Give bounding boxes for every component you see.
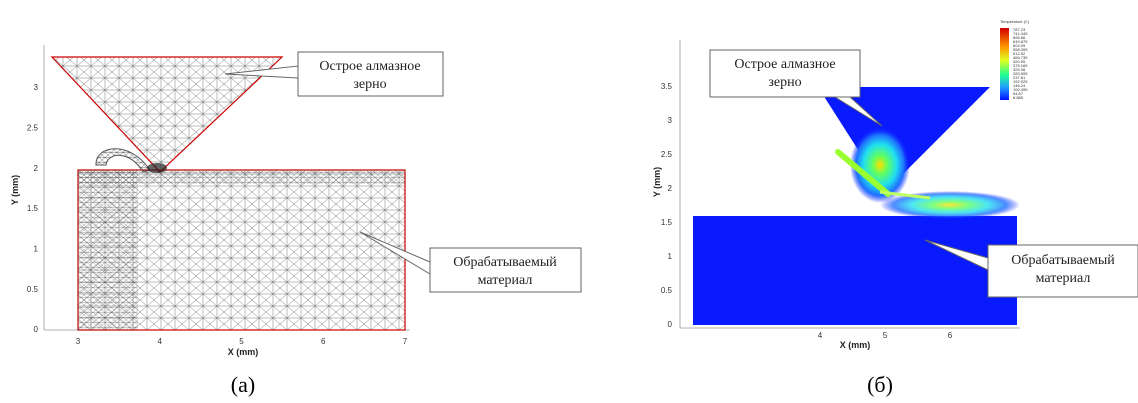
y-tick-label: 1.5 [27, 204, 39, 213]
legend-bar [1000, 28, 1009, 100]
y-tick-label: 3 [34, 83, 39, 92]
y-tick-label: 1 [34, 244, 39, 253]
x-tick-label: 4 [818, 331, 823, 340]
y-tick-label: 0.5 [27, 285, 39, 294]
callout-text: материал [478, 273, 533, 288]
y-tick-label: 2.5 [27, 123, 39, 132]
x-tick-label: 7 [403, 337, 408, 346]
x-axis-label: X (mm) [228, 347, 259, 357]
y-axis-label: Y (mm) [652, 167, 662, 197]
figure: 3 4 5 6 7 0 0.5 1 1.5 2 2.5 3 X (mm) Y (mm) Острое алм… [0, 0, 1138, 403]
legend-label: 8.885 [1013, 95, 1024, 100]
x-axis-label: X (mm) [840, 340, 871, 350]
y-tick-label: 2 [668, 184, 673, 193]
callout-text: Обрабатываемый [453, 255, 557, 270]
x-tick-label: 6 [321, 337, 326, 346]
y-axis-label: Y (mm) [10, 175, 20, 205]
workpiece [693, 216, 1017, 325]
y-tick-label: 1 [668, 252, 673, 261]
y-tick-label: 0 [34, 325, 39, 334]
x-tick-label: 5 [239, 337, 244, 346]
callout-text: Острое алмазное [734, 57, 835, 72]
y-tick-label: 0 [668, 320, 673, 329]
x-tick-label: 6 [948, 331, 953, 340]
caption: (а) [231, 372, 255, 397]
legend-title: Temperature (C) [1000, 19, 1030, 24]
callout-text: Острое алмазное [319, 59, 420, 74]
x-tick-label: 5 [883, 331, 888, 340]
y-tick-label: 3 [668, 116, 673, 125]
callout-text: зерно [768, 75, 801, 90]
x-tick-label: 4 [158, 337, 163, 346]
callout-text: Обрабатываемый [1011, 253, 1115, 268]
x-tick-label: 3 [76, 337, 81, 346]
y-tick-label: 1.5 [661, 218, 673, 227]
callout-text: материал [1036, 271, 1091, 286]
y-tick-label: 0.5 [661, 286, 673, 295]
callout-text: зерно [353, 77, 386, 92]
y-tick-label: 2 [34, 164, 39, 173]
y-tick-label: 3.5 [661, 82, 673, 91]
caption: (б) [867, 372, 893, 397]
y-tick-label: 2.5 [661, 150, 673, 159]
